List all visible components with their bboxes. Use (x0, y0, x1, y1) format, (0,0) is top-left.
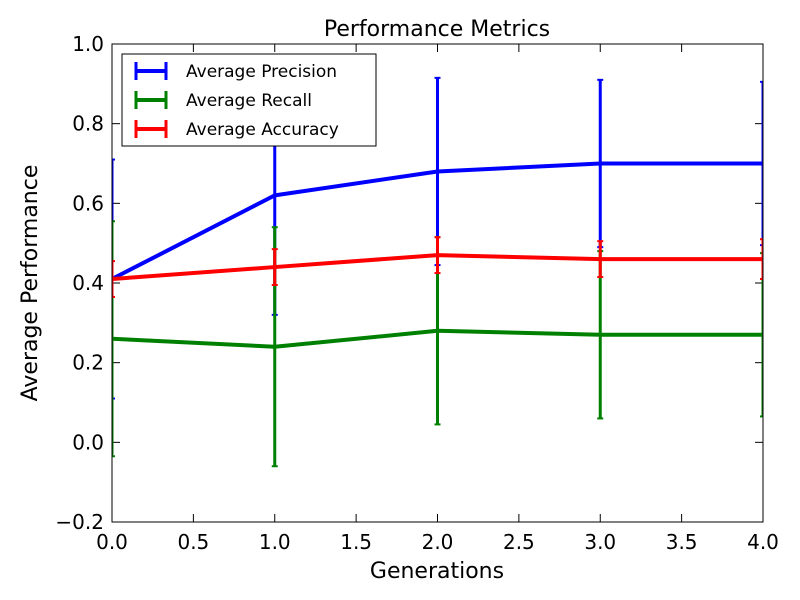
x-tick-label: 0.5 (177, 530, 209, 554)
y-tick-label: 0.0 (72, 430, 104, 454)
average-precision-legend-label: Average Precision (186, 62, 337, 82)
series-layer (112, 74, 763, 468)
y-tick-label: 0.4 (72, 271, 104, 295)
average-accuracy-legend-label: Average Accuracy (186, 120, 339, 140)
x-tick-label: 1.5 (340, 530, 372, 554)
legend: Average Precision Average Recall Average A… (121, 53, 377, 147)
average-recall-legend-label: Average Recall (186, 91, 312, 111)
x-tick-label: 1.0 (259, 530, 291, 554)
y-tick-label: 0.8 (72, 112, 104, 136)
x-tick-label: 4.0 (747, 530, 779, 554)
y-tick-label: 1.0 (72, 32, 104, 56)
x-tick-label: 3.0 (584, 530, 616, 554)
x-axis-title: Generations (370, 559, 504, 584)
y-axis-title: Average Performance (18, 165, 43, 402)
average-accuracy-line (112, 253, 763, 282)
plot-area: 0.0 0.5 1.0 1.5 2.0 2.5 3.0 3.5 4.0−0.20.00.20.4… (55, 32, 778, 554)
chart-title: Performance Metrics (324, 17, 550, 42)
average-recall-line (112, 328, 763, 349)
plot-frame (111, 43, 764, 523)
x-tick-label: 3.5 (666, 530, 698, 554)
x-tick-label: 2.0 (422, 530, 454, 554)
x-tick-label: 2.5 (503, 530, 535, 554)
x-tick-label: 0.0 (96, 530, 128, 554)
y-tick-label: 0.6 (72, 191, 104, 215)
average-precision-line (112, 161, 763, 281)
y-tick-label: 0.2 (72, 351, 104, 375)
y-tick-label: −0.2 (55, 510, 104, 534)
